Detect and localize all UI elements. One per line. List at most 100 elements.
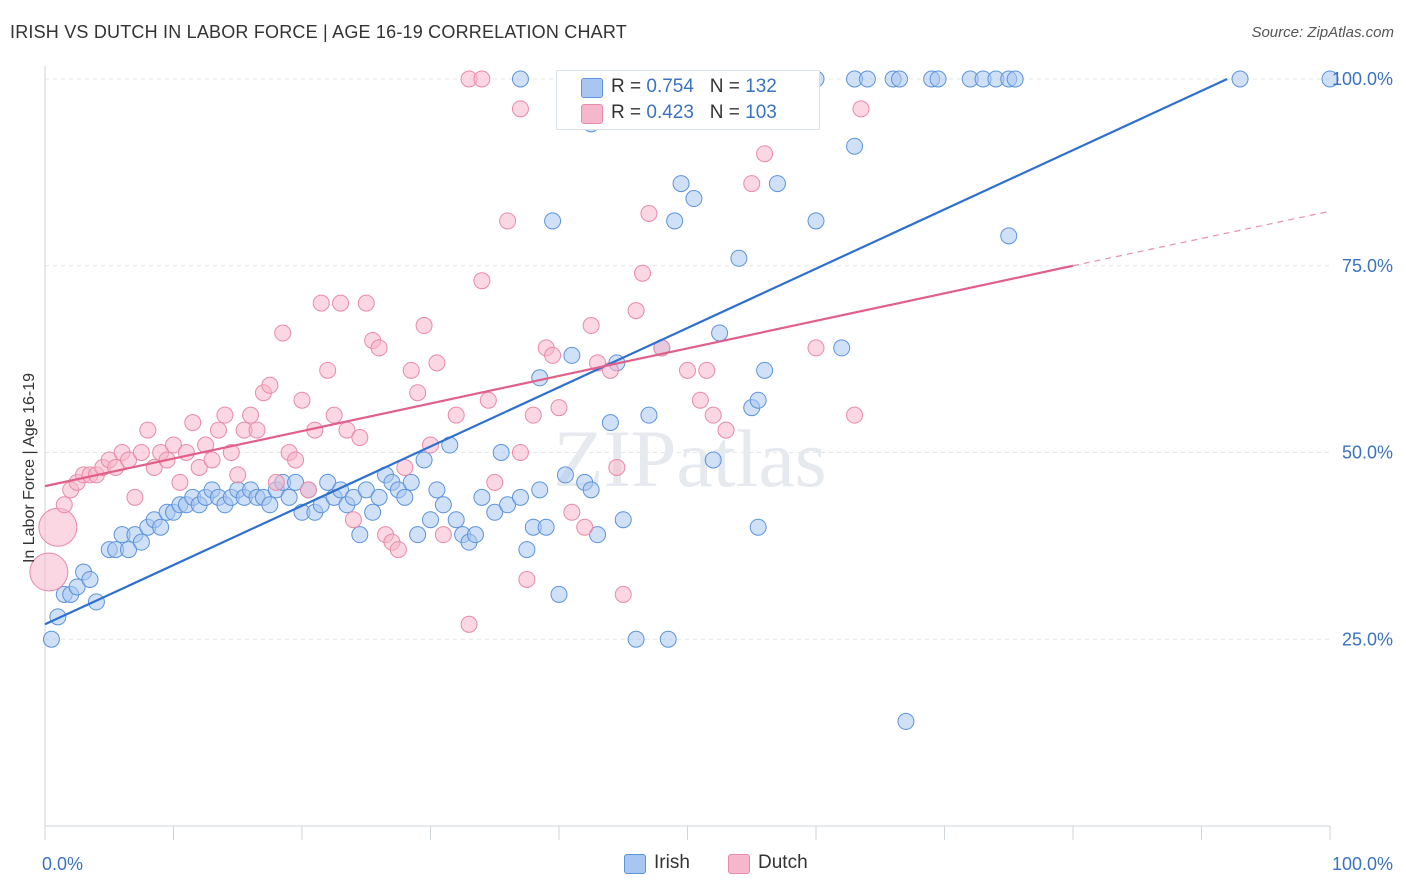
dutch-point [370, 339, 388, 357]
dutch-point [679, 361, 696, 379]
dutch-point [38, 507, 78, 547]
irish-point [492, 444, 510, 461]
dutch-point [743, 175, 761, 193]
n-value: 103 [745, 102, 777, 123]
irish-point [1000, 227, 1018, 245]
dutch-point [357, 294, 375, 312]
n-value: 132 [745, 76, 777, 97]
dutch-point [287, 451, 305, 469]
irish-point [627, 630, 645, 648]
irish-point [511, 70, 529, 88]
dutch-point [640, 204, 658, 222]
dutch-point [171, 473, 189, 491]
dutch-point [576, 518, 594, 536]
y-tick-label: 75.0% [1342, 256, 1393, 276]
dutch-point [524, 406, 542, 424]
x-tick-label: 100.0% [1332, 854, 1393, 874]
dutch-point [402, 361, 420, 379]
dutch-point [852, 100, 870, 118]
dutch-point [460, 615, 478, 633]
irish-point [351, 526, 369, 544]
dutch-point [132, 444, 150, 461]
dutch-point [274, 324, 292, 342]
irish-point [68, 578, 86, 596]
dutch-point [846, 406, 864, 424]
irish-trend-line [44, 78, 1228, 626]
dutch-point [139, 421, 157, 439]
irish-swatch [581, 78, 603, 98]
irish-point [1321, 70, 1339, 88]
r-value: 0.754 [646, 76, 694, 97]
irish-point [402, 473, 420, 491]
dutch-point [229, 466, 247, 484]
dutch-trend-extension [1072, 210, 1331, 267]
dutch-point [325, 406, 343, 424]
dutch-point [486, 473, 504, 491]
irish-point [518, 541, 536, 559]
irish-point [704, 451, 722, 469]
irish-point [466, 526, 484, 544]
dutch-point [717, 421, 735, 439]
irish-point [749, 391, 767, 409]
irish-point [87, 593, 105, 611]
dutch-swatch [581, 104, 603, 124]
irish-point [730, 249, 748, 267]
dutch-point [203, 451, 221, 469]
dutch-point [319, 361, 337, 379]
n-label: N = [709, 102, 746, 123]
axes [44, 66, 1331, 840]
dutch-point [756, 145, 774, 163]
source-label: Source: ZipAtlas.com [1251, 24, 1394, 41]
dutch-point [634, 264, 652, 282]
irish-point [287, 473, 305, 491]
irish-point [858, 70, 876, 88]
irish-point [929, 70, 947, 88]
irish-point [768, 175, 786, 193]
dutch-point [614, 585, 632, 603]
irish-point [685, 190, 703, 208]
irish-point [319, 473, 337, 491]
irish-point [749, 518, 767, 536]
irish-point [261, 496, 279, 514]
dutch-point [216, 406, 234, 424]
dutch-point [563, 503, 581, 521]
irish-point [357, 481, 375, 499]
irish-point [550, 585, 568, 603]
dutch-point [550, 399, 568, 417]
dutch-point [691, 391, 709, 409]
dutch-point [242, 406, 260, 424]
irish-point [544, 212, 562, 230]
irish-point [833, 339, 851, 357]
irish-point [132, 533, 150, 551]
chart-title: IRISH VS DUTCH IN LABOR FORCE | AGE 16-1… [10, 22, 627, 42]
dutch-point [190, 458, 208, 476]
irish-point [473, 488, 491, 506]
dutch-point [447, 406, 465, 424]
irish-point [672, 175, 690, 193]
irish-point [756, 361, 774, 379]
dutch-point [415, 317, 433, 335]
dutch-point [293, 391, 311, 409]
irish-point [582, 481, 600, 499]
dutch-point [807, 339, 825, 357]
trend-lines [44, 78, 1331, 626]
irish-point [370, 488, 388, 506]
dutch-point [312, 294, 330, 312]
irish-point [601, 414, 619, 432]
irish-point [81, 570, 99, 588]
irish-point [120, 541, 138, 559]
y-axis-label: In Labor Force | Age 16-19 [21, 373, 38, 563]
n-label: N = [709, 76, 746, 97]
irish-point [415, 451, 433, 469]
irish-point [499, 496, 517, 514]
dutch-point [582, 317, 600, 335]
dutch-point [126, 488, 144, 506]
r-value: 0.423 [646, 102, 694, 123]
r-label: R = [611, 76, 647, 97]
y-tick-label: 50.0% [1342, 443, 1393, 463]
irish-point [666, 212, 684, 230]
dutch-point [608, 458, 626, 476]
irish-point [1006, 70, 1024, 88]
legend-label: Irish [654, 852, 690, 873]
